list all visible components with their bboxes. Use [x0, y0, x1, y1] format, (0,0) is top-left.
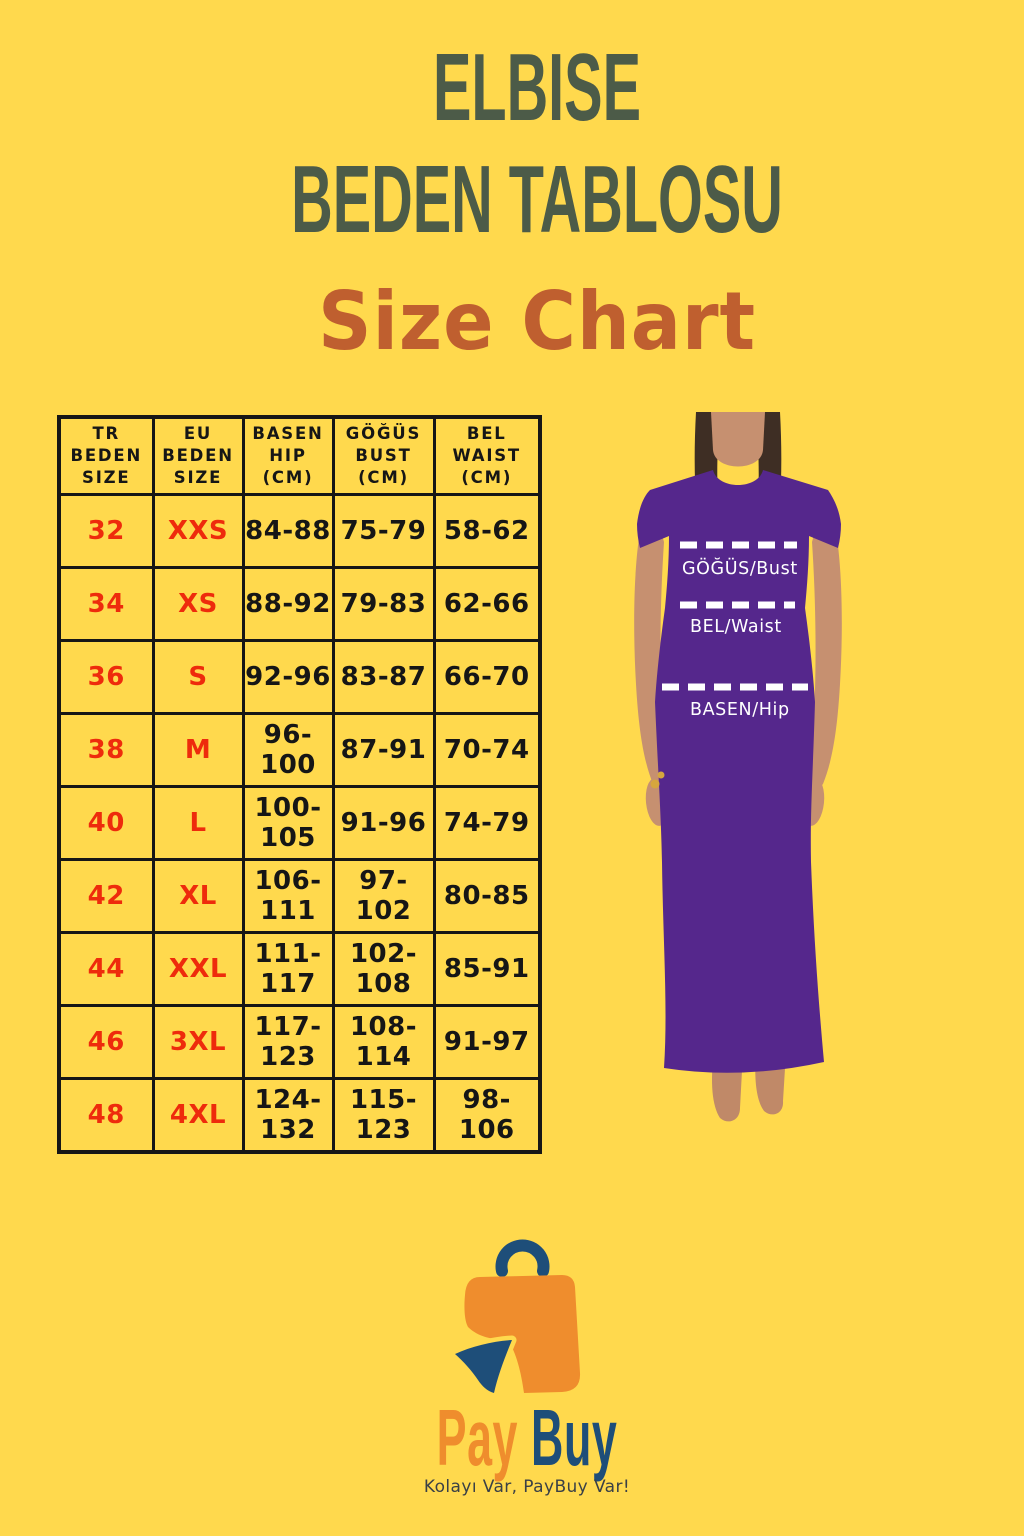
cell-waist: 62-66: [432, 566, 542, 642]
table-row: 40 L 100-105 91-96 74-79: [57, 785, 542, 861]
cell-hip: 106-111: [241, 858, 335, 934]
brand-wordmark: Pay Buy: [232, 1398, 822, 1478]
cell-tr-size: 46: [57, 1004, 155, 1080]
table-row: 42 XL 106-111 97-102 80-85: [57, 858, 542, 934]
table-row: 36 S 92-96 83-87 66-70: [57, 639, 542, 715]
page-subtitle: Size Chart: [317, 275, 757, 368]
cell-waist: 70-74: [432, 712, 542, 788]
cell-waist: 58-62: [432, 493, 542, 569]
table-row: 38 M 96-100 87-91 70-74: [57, 712, 542, 788]
waist-label: BEL/Waist: [690, 617, 782, 637]
cell-hip: 88-92: [241, 566, 335, 642]
page-title-line2: BEDEN TABLOSU: [291, 146, 783, 253]
cell-waist: 80-85: [432, 858, 542, 934]
table-header-row: TR BEDEN SIZE EU BEDEN SIZE BASEN HIP (C…: [57, 415, 542, 496]
size-table: TR BEDEN SIZE EU BEDEN SIZE BASEN HIP (C…: [57, 415, 542, 1154]
cell-eu-size: XL: [151, 858, 245, 934]
cell-eu-size: L: [151, 785, 245, 861]
cell-bust: 83-87: [331, 639, 436, 715]
ring-icon: [657, 771, 665, 779]
cell-bust: 87-91: [331, 712, 436, 788]
cell-waist: 85-91: [432, 931, 542, 1007]
header-eu-size: EU BEDEN SIZE: [151, 415, 245, 496]
cell-bust: 97-102: [331, 858, 436, 934]
cell-tr-size: 40: [57, 785, 155, 861]
dress-silhouette: [637, 470, 841, 1073]
cell-eu-size: 4XL: [151, 1077, 245, 1154]
cell-eu-size: M: [151, 712, 245, 788]
cell-waist: 66-70: [432, 639, 542, 715]
header-waist: BEL WAIST (CM): [432, 415, 542, 496]
cell-tr-size: 44: [57, 931, 155, 1007]
cell-eu-size: S: [151, 639, 245, 715]
brand-pay: Pay: [436, 1393, 519, 1482]
hip-label: BASEN/Hip: [690, 700, 790, 720]
cell-hip: 124-132: [241, 1077, 335, 1154]
cell-tr-size: 38: [57, 712, 155, 788]
cursor-icon: [450, 1335, 517, 1398]
paybuy-logo-icon: [450, 1239, 581, 1398]
cell-tr-size: 42: [57, 858, 155, 934]
cell-hip: 100-105: [241, 785, 335, 861]
bust-label: GÖĞÜS/Bust: [682, 557, 798, 579]
table-row: 34 XS 88-92 79-83 62-66: [57, 566, 542, 642]
cell-eu-size: XXS: [151, 493, 245, 569]
cell-eu-size: XXL: [151, 931, 245, 1007]
header-bust: GÖĞÜS BUST (CM): [331, 415, 436, 496]
header-hip: BASEN HIP (CM): [241, 415, 335, 496]
cell-tr-size: 36: [57, 639, 155, 715]
header-tr-size: TR BEDEN SIZE: [57, 415, 155, 496]
cell-waist: 91-97: [432, 1004, 542, 1080]
table-row: 46 3XL 117-123 108-114 91-97: [57, 1004, 542, 1080]
cell-bust: 102-108: [331, 931, 436, 1007]
cell-hip: 96-100: [241, 712, 335, 788]
cell-bust: 75-79: [331, 493, 436, 569]
ring-icon: [650, 779, 660, 789]
cell-bust: 115-123: [331, 1077, 436, 1154]
cell-tr-size: 48: [57, 1077, 155, 1154]
table-row: 48 4XL 124-132 115-123 98-106: [57, 1077, 542, 1154]
cell-bust: 108-114: [331, 1004, 436, 1080]
cell-eu-size: XS: [151, 566, 245, 642]
cell-waist: 74-79: [432, 785, 542, 861]
bag-body-icon: [464, 1275, 581, 1393]
cell-bust: 79-83: [331, 566, 436, 642]
table-row: 32 XXS 84-88 75-79 58-62: [57, 493, 542, 569]
cell-waist: 98-106: [432, 1077, 542, 1154]
brand-tagline: Kolayı Var, PayBuy Var!: [423, 1477, 631, 1497]
cell-hip: 92-96: [241, 639, 335, 715]
page-title-line1: ELBISE: [432, 34, 642, 141]
cell-bust: 91-96: [331, 785, 436, 861]
cell-hip: 111-117: [241, 931, 335, 1007]
cell-eu-size: 3XL: [151, 1004, 245, 1080]
dress-figure-image: GÖĞÜS/Bust BEL/Waist BASEN/Hip: [634, 412, 842, 1122]
cell-tr-size: 32: [57, 493, 155, 569]
cell-tr-size: 34: [57, 566, 155, 642]
table-row: 44 XXL 111-117 102-108 85-91: [57, 931, 542, 1007]
bag-handle-icon: [495, 1239, 550, 1277]
brand-buy: Buy: [531, 1393, 618, 1482]
arm-right: [809, 502, 842, 789]
neck: [711, 412, 765, 467]
cell-hip: 117-123: [241, 1004, 335, 1080]
cell-hip: 84-88: [241, 493, 335, 569]
